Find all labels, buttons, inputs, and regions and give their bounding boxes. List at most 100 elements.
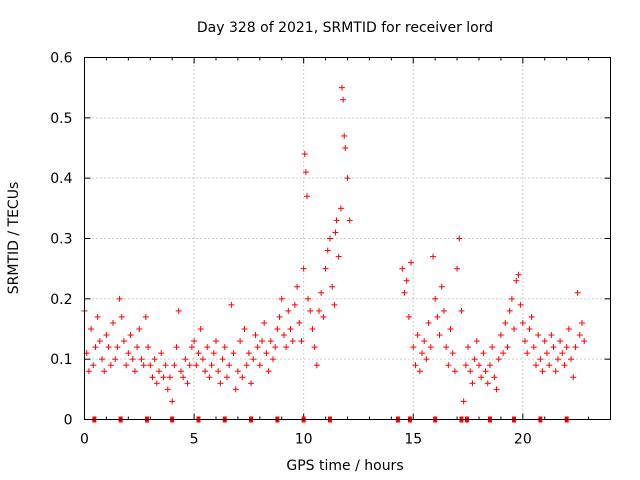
data-point: [410, 344, 417, 351]
data-point: [217, 380, 224, 387]
data-point: [491, 374, 498, 381]
data-point: [495, 356, 502, 363]
data-point: [173, 344, 180, 351]
x-tick-label: 15: [404, 432, 422, 448]
data-point: [513, 277, 520, 284]
data-point: [451, 368, 458, 375]
data-point: [301, 151, 308, 158]
data-point: [263, 350, 270, 357]
data-point: [447, 326, 454, 332]
data-point: [232, 386, 239, 393]
data-point: [458, 307, 465, 314]
data-point: [300, 265, 307, 272]
data-point: [434, 313, 441, 320]
y-tick-label: 0.5: [50, 111, 72, 127]
data-point: [332, 229, 339, 236]
data-point: [335, 253, 342, 260]
data-point: [543, 350, 550, 357]
data-point: [313, 362, 320, 369]
data-point: [294, 283, 301, 290]
data-point: [94, 313, 101, 320]
data-point: [568, 356, 575, 363]
data-point: [151, 356, 158, 363]
data-point: [193, 362, 200, 369]
data-point: [460, 398, 467, 405]
data-point: [142, 313, 149, 320]
data-point: [156, 368, 163, 375]
data-point: [449, 350, 456, 357]
data-point: [456, 235, 463, 242]
data-point: [303, 193, 310, 200]
data-point: [276, 313, 283, 320]
data-point: [506, 307, 513, 314]
data-point: [127, 332, 134, 339]
data-point: [331, 301, 338, 308]
data-point: [561, 362, 568, 369]
data-point: [579, 319, 586, 326]
data-point: [298, 338, 305, 345]
data-point: [123, 362, 130, 369]
data-point: [180, 374, 187, 381]
data-point: [438, 283, 445, 290]
data-point: [550, 344, 557, 351]
data-point: [188, 344, 195, 351]
tick-labels: 0 5 10 15 20 0 0.1 0.2 0.3 0.4 0.5 0.6: [50, 51, 532, 448]
data-point: [138, 356, 145, 363]
data-point: [239, 374, 246, 381]
data-point: [274, 326, 281, 332]
data-point: [291, 301, 298, 308]
data-point: [278, 295, 285, 302]
data-point: [252, 332, 259, 339]
data-point: [522, 338, 529, 345]
data-point: [436, 332, 443, 339]
data-point: [486, 362, 493, 369]
data-point: [166, 374, 173, 381]
data-point: [546, 362, 553, 369]
data-point: [511, 326, 518, 332]
data-point: [493, 386, 500, 393]
data-point: [96, 338, 103, 345]
data-point: [204, 344, 211, 351]
grid-lines: [84, 57, 611, 420]
data-point: [500, 350, 507, 357]
data-point: [526, 326, 533, 332]
data-point: [519, 319, 526, 326]
data-point: [131, 368, 138, 375]
data-point: [344, 175, 351, 182]
data-point: [429, 253, 436, 260]
data-point: [289, 338, 296, 345]
data-point: [574, 289, 581, 296]
data-point: [186, 362, 193, 369]
data-point: [489, 344, 496, 351]
y-tick-label: 0: [64, 413, 73, 429]
data-point: [333, 217, 340, 224]
x-tick-label: 20: [514, 432, 532, 448]
data-point: [197, 326, 204, 332]
data-point: [532, 362, 539, 369]
data-point: [484, 380, 491, 387]
data-point: [184, 380, 191, 387]
data-point: [195, 350, 202, 357]
data-point: [471, 356, 478, 363]
data-point: [228, 301, 235, 308]
data-point: [576, 332, 583, 339]
y-tick-label: 0.1: [50, 352, 72, 368]
data-point: [147, 362, 154, 369]
data-point: [427, 344, 434, 351]
data-point: [267, 338, 274, 345]
data-point: [539, 368, 546, 375]
data-point: [243, 362, 250, 369]
data-point: [581, 338, 588, 345]
data-point: [318, 289, 325, 296]
data-point: [326, 235, 333, 242]
data-point: [259, 338, 266, 345]
data-point: [245, 350, 252, 357]
data-point: [256, 362, 263, 369]
data-point: [226, 362, 233, 369]
data-point: [324, 247, 331, 254]
data-point: [467, 368, 474, 375]
data-point: [191, 338, 198, 345]
data-point: [215, 368, 222, 375]
data-point: [309, 326, 316, 332]
data-point: [478, 374, 485, 381]
